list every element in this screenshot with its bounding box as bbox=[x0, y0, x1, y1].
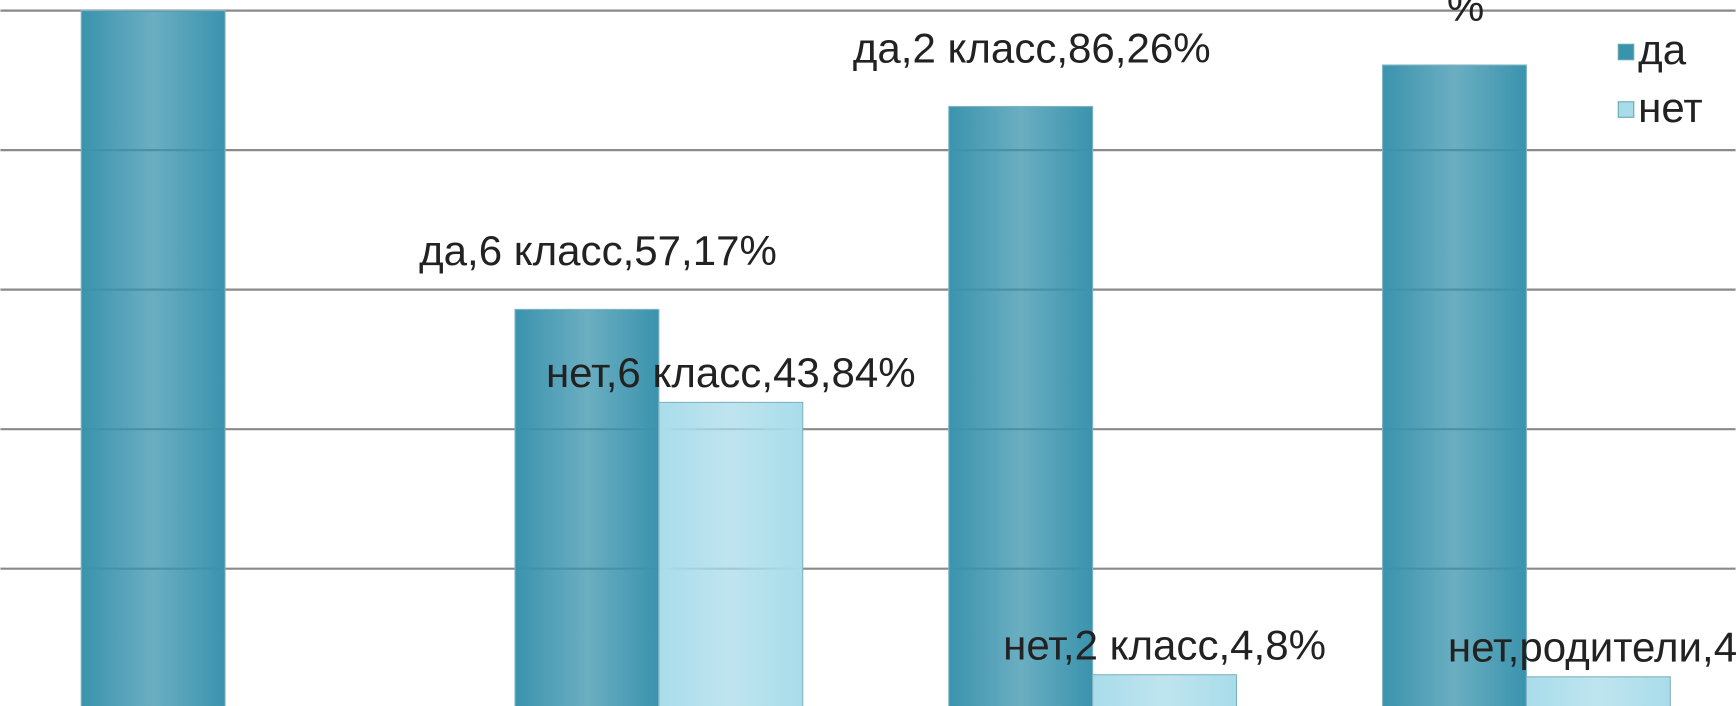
bar bbox=[948, 105, 1094, 706]
data-label: % bbox=[1447, 0, 1484, 30]
legend-label: да bbox=[1638, 26, 1687, 73]
data-label: нет,6 класс,43,84% bbox=[546, 349, 916, 396]
legend-swatch bbox=[1617, 101, 1635, 118]
data-label: да,2 класс,86,26% bbox=[853, 24, 1211, 71]
legend-label: нет bbox=[1638, 84, 1702, 131]
bar bbox=[80, 10, 226, 706]
legend-swatch bbox=[1617, 43, 1635, 61]
bar bbox=[514, 308, 660, 706]
data-label: да,6 класс,57,17% bbox=[419, 227, 777, 274]
data-label: нет,2 класс,4,8% bbox=[1003, 621, 1326, 668]
data-label: нет,родители,4, bbox=[1448, 623, 1736, 670]
bar bbox=[658, 401, 804, 706]
bar bbox=[1525, 676, 1671, 706]
bar bbox=[1092, 674, 1238, 706]
bar bbox=[1382, 64, 1527, 706]
